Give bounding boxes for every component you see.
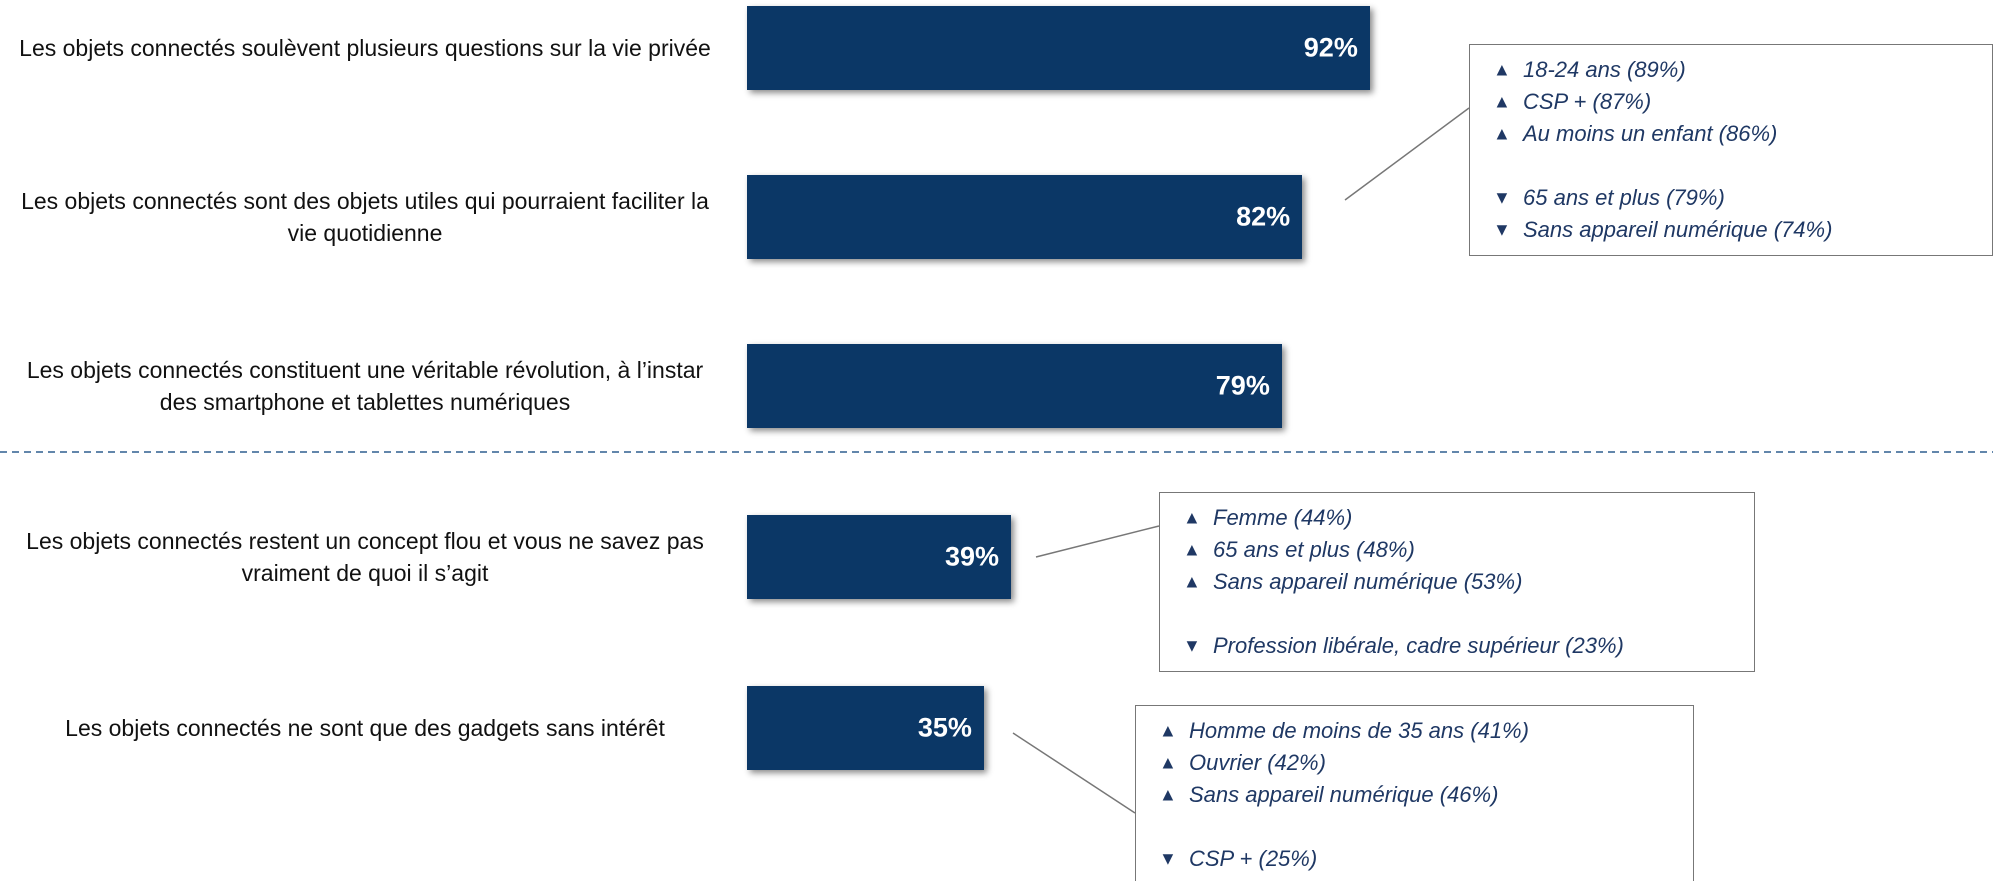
bar <box>747 515 1012 599</box>
marker: ▼ <box>1159 848 1177 869</box>
connector <box>1035 525 1160 558</box>
marker: ▼ <box>1493 219 1511 240</box>
bar <box>747 686 984 770</box>
marker: ▲ <box>1493 59 1511 80</box>
category-label: Les objets connectés constituent une vér… <box>26 357 704 415</box>
marker: ▼ <box>1493 187 1511 208</box>
value-label: 82% <box>1236 201 1291 232</box>
value-label: 35% <box>917 712 972 743</box>
marker: ▲ <box>1493 123 1511 144</box>
callout-item: 65 ans et plus (48%) <box>1213 537 1415 562</box>
bar <box>747 6 1370 90</box>
callout-item: Sans appareil numérique (74%) <box>1523 217 1833 242</box>
callout-item: Sans appareil numérique (53%) <box>1213 569 1523 594</box>
marker: ▲ <box>1159 784 1177 805</box>
callout-item: CSP + (87%) <box>1523 89 1652 114</box>
marker: ▲ <box>1183 539 1201 560</box>
connector <box>1012 732 1136 814</box>
callout-box <box>1135 705 1694 881</box>
callout-item: CSP + (25%) <box>1189 846 1318 871</box>
callout-item: 65 ans et plus (79%) <box>1523 185 1725 210</box>
callout-item: Ouvrier (42%) <box>1189 750 1326 775</box>
marker: ▲ <box>1493 91 1511 112</box>
value-label: 92% <box>1303 32 1358 63</box>
callout-item: 18-24 ans (89%) <box>1523 57 1686 82</box>
connector <box>1344 107 1470 201</box>
callout-box <box>1159 492 1755 672</box>
bar <box>747 344 1282 428</box>
callout-box <box>1469 44 1993 256</box>
category-label: Les objets connectés soulèvent plusieurs… <box>19 35 711 61</box>
category-label: Les objets connectés ne sont que des gad… <box>65 715 665 741</box>
callout-item: Homme de moins de 35 ans (41%) <box>1189 718 1529 743</box>
callout-item: Femme (44%) <box>1213 505 1353 530</box>
marker: ▼ <box>1183 635 1201 656</box>
marker: ▲ <box>1159 720 1177 741</box>
value-label: 39% <box>944 541 1000 572</box>
bar <box>747 175 1303 259</box>
category-label: Les objets connectés sont des objets uti… <box>21 188 709 246</box>
value-label: 79% <box>1215 370 1270 401</box>
callout-item: Sans appareil numérique (46%) <box>1189 782 1499 807</box>
marker: ▲ <box>1159 752 1177 773</box>
callout-item: Profession libérale, cadre supérieur (23… <box>1213 633 1624 658</box>
callout-item: Au moins un enfant (86%) <box>1523 121 1778 146</box>
marker: ▲ <box>1183 507 1201 528</box>
marker: ▲ <box>1183 571 1201 592</box>
category-label: Les objets connectés restent un concept … <box>26 528 704 586</box>
